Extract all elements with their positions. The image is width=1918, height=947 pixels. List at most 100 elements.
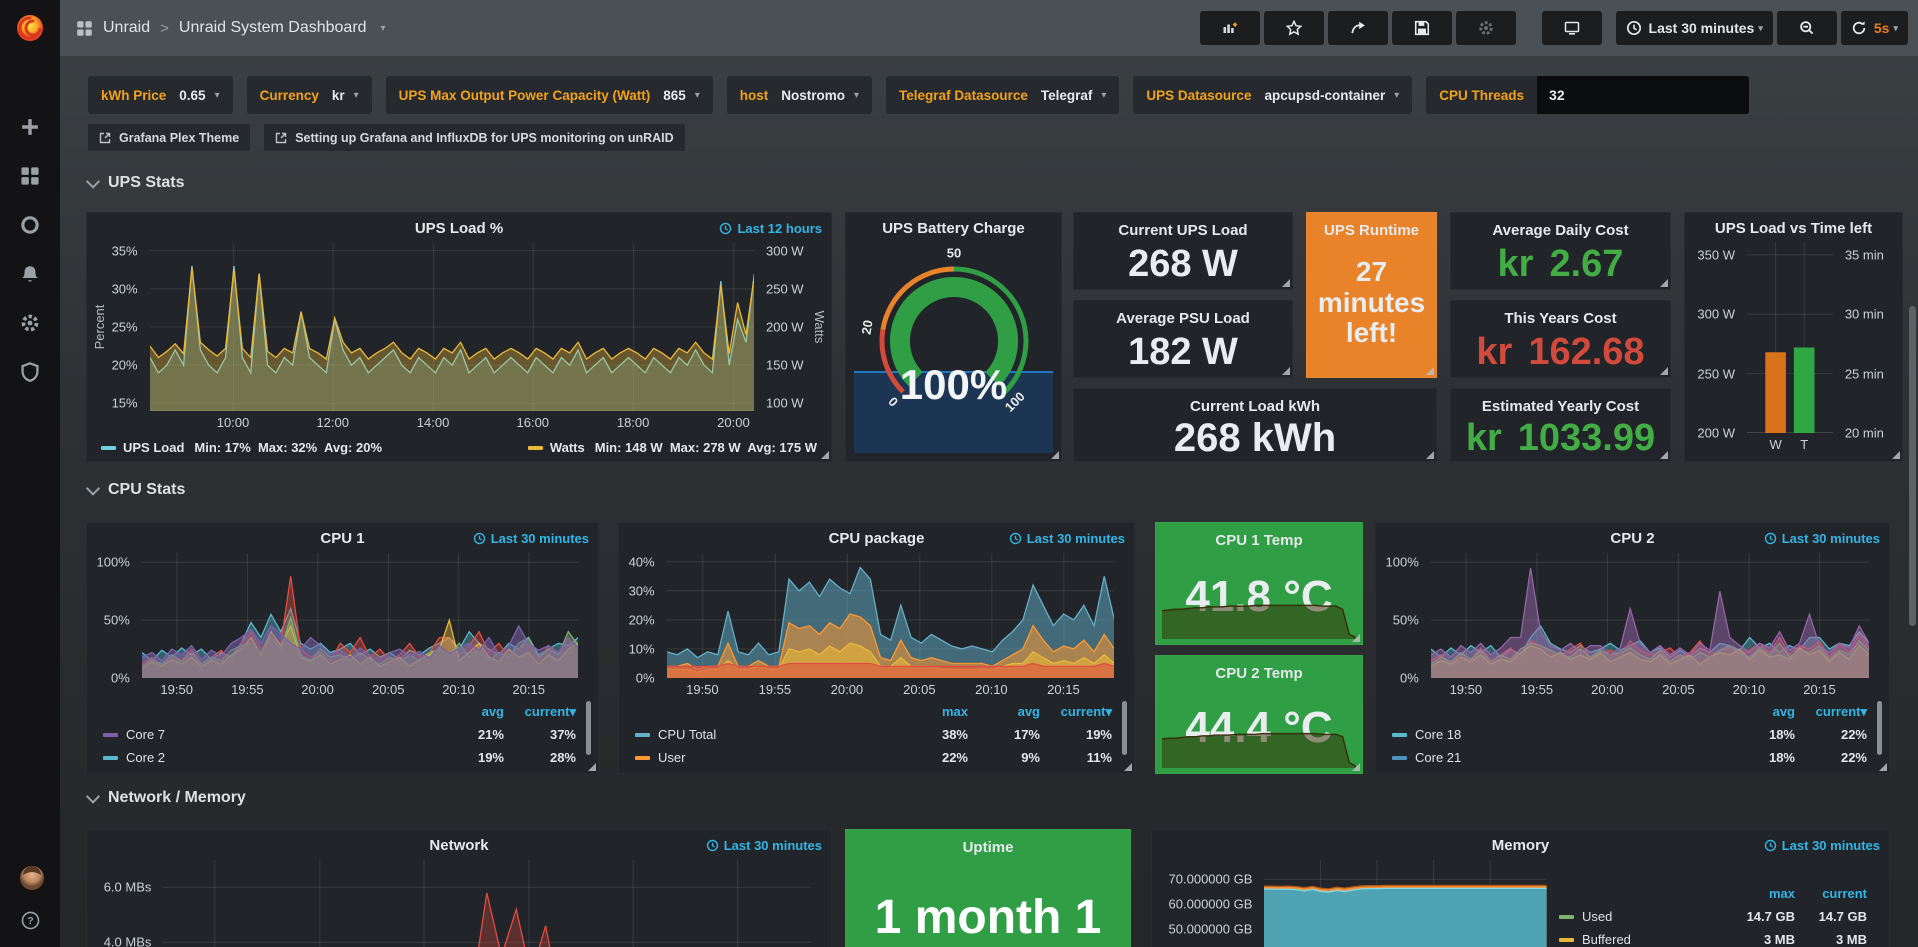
panel-title[interactable]: UPS Load % bbox=[414, 219, 504, 237]
legend-series[interactable]: User bbox=[635, 748, 896, 767]
panel-title[interactable]: UPS Load vs Time left bbox=[1714, 219, 1873, 237]
help-icon[interactable]: ? bbox=[19, 909, 41, 931]
cpu1-temp-sparkline bbox=[1162, 603, 1356, 639]
panel-time-override: Last 30 minutes bbox=[1764, 838, 1880, 853]
legend-series[interactable]: CPU Total bbox=[635, 725, 896, 744]
legend-series[interactable]: Core 21 bbox=[1392, 748, 1723, 767]
clock-icon bbox=[473, 532, 485, 545]
panel-title[interactable]: Average PSU Load bbox=[1116, 310, 1250, 327]
panel-title[interactable]: CPU package bbox=[828, 529, 925, 547]
sparkline-canvas bbox=[1162, 603, 1356, 639]
refresh-button[interactable]: 5s ▾ bbox=[1840, 11, 1908, 45]
zoom-out-button[interactable] bbox=[1776, 11, 1837, 45]
legend-series[interactable]: Core 7 bbox=[103, 725, 432, 744]
panel-title[interactable]: CPU 2 bbox=[1610, 529, 1655, 547]
variable-currency[interactable]: Currency kr ▾ bbox=[246, 76, 372, 114]
stat-value: kr 2.67 bbox=[1497, 242, 1624, 285]
page-title[interactable]: Unraid System Dashboard bbox=[178, 19, 367, 36]
create-plus-icon[interactable] bbox=[19, 116, 41, 138]
legend-series[interactable]: UPS Load Min: 17% Max: 32% Avg: 20% bbox=[101, 440, 382, 455]
panel-this-years-cost: This Years Cost kr 162.68 bbox=[1450, 300, 1671, 378]
chart-canvas bbox=[666, 553, 1114, 678]
link-ups-monitoring-guide[interactable]: Setting up Grafana and InfluxDB for UPS … bbox=[264, 124, 685, 151]
page-scrollbar[interactable] bbox=[1909, 306, 1916, 626]
cpu-threads-input[interactable] bbox=[1537, 76, 1750, 114]
legend-series[interactable]: Used bbox=[1559, 907, 1723, 926]
panel-title[interactable]: Current UPS Load bbox=[1118, 222, 1248, 239]
panel-memory: Memory Last 30 minutes 50.000000 GB 60.00… bbox=[1151, 829, 1890, 947]
section-network-memory[interactable]: Network / Memory bbox=[85, 789, 246, 807]
variable-host[interactable]: host Nostromo ▾ bbox=[726, 76, 873, 114]
refresh-interval-select[interactable]: 5s bbox=[1873, 20, 1890, 36]
user-avatar[interactable] bbox=[19, 865, 44, 890]
alerting-bell-icon[interactable] bbox=[19, 263, 41, 285]
cycle-view-tv-button[interactable] bbox=[1541, 11, 1602, 45]
panel-estimated-yearly-cost: Estimated Yearly Cost kr 1033.99 bbox=[1450, 388, 1671, 462]
star-button[interactable] bbox=[1263, 11, 1324, 45]
panel-cpu2: CPU 2 Last 30 minutes 0% 50% 100% 19:50 19:5… bbox=[1375, 522, 1890, 774]
cpu1-chart: 0% 50% 100% 19:50 19:55 20:00 20:05 20:10 20:15 a… bbox=[95, 553, 591, 767]
panel-title[interactable]: Estimated Yearly Cost bbox=[1481, 398, 1640, 415]
panel-time-override: Last 30 minutes bbox=[1764, 531, 1880, 546]
breadcrumb-app[interactable]: Unraid bbox=[103, 19, 151, 36]
panel-network: Network Last 30 minutes 2.0 MBs4.0 MBs6.… bbox=[86, 829, 832, 947]
panel-title[interactable]: CPU 1 Temp bbox=[1215, 532, 1303, 549]
stat-value: 268 kWh bbox=[1173, 415, 1337, 460]
clock-icon bbox=[1626, 20, 1641, 36]
legend-series[interactable]: Watts Min: 148 W Max: 278 W Avg: 175 W bbox=[527, 440, 817, 455]
panel-title[interactable]: Average Daily Cost bbox=[1492, 222, 1629, 239]
legend-series[interactable]: Buffered bbox=[1559, 930, 1723, 947]
chart-canvas bbox=[149, 243, 754, 411]
panel-average-daily-cost: Average Daily Cost kr 2.67 bbox=[1450, 212, 1671, 290]
admin-shield-icon[interactable] bbox=[19, 361, 41, 383]
navbar: Unraid > Unraid System Dashboard ▾ Last … bbox=[60, 0, 1918, 56]
panel-current-ups-load: Current UPS Load 268 W bbox=[1073, 212, 1293, 290]
panel-title[interactable]: UPS Runtime bbox=[1323, 222, 1419, 239]
clock-icon bbox=[1009, 532, 1021, 545]
stat-value: 268 W bbox=[1128, 242, 1238, 285]
dashboards-grid-icon[interactable] bbox=[19, 165, 41, 187]
cpu2-chart: 0% 50% 100% 19:50 19:55 20:00 20:05 20:10 20:15 a… bbox=[1384, 553, 1882, 767]
main-area: Unraid > Unraid System Dashboard ▾ Last … bbox=[60, 0, 1918, 947]
breadcrumb[interactable]: Unraid > Unraid System Dashboard ▾ bbox=[76, 19, 386, 37]
clock-icon bbox=[1764, 532, 1776, 545]
stat-value: 27 minutes left! bbox=[1317, 255, 1426, 349]
legend-series[interactable]: Core 2 bbox=[103, 748, 432, 767]
section-cpu-stats[interactable]: CPU Stats bbox=[85, 481, 185, 499]
panel-ups-load-vs-time-left: UPS Load vs Time left 200 W 250 W 300 W 350… bbox=[1684, 212, 1903, 462]
link-grafana-plex-theme[interactable]: Grafana Plex Theme bbox=[88, 124, 251, 151]
battery-sparkline bbox=[854, 371, 1053, 453]
panel-title[interactable]: Uptime bbox=[962, 839, 1014, 856]
legend-series[interactable]: Core 18 bbox=[1392, 725, 1723, 744]
grafana-logo-icon[interactable] bbox=[0, 0, 60, 56]
ups-load-chart: 15% 20% 25% 30% 35% Percent 100 W 150 W 200 W 250… bbox=[92, 243, 827, 455]
settings-gear-icon[interactable] bbox=[1455, 11, 1516, 45]
stat-value: kr 1033.99 bbox=[1465, 416, 1656, 459]
panel-title[interactable]: Memory bbox=[1491, 836, 1550, 854]
section-ups-stats[interactable]: UPS Stats bbox=[85, 174, 184, 192]
configuration-gear-icon[interactable] bbox=[19, 312, 41, 334]
panel-time-override: Last 30 minutes bbox=[1009, 531, 1125, 546]
panel-title[interactable]: This Years Cost bbox=[1504, 310, 1617, 327]
panel-title[interactable]: CPU 1 bbox=[320, 529, 365, 547]
chevron-down-icon bbox=[85, 789, 101, 804]
panel-title[interactable]: CPU 2 Temp bbox=[1215, 665, 1303, 682]
variable-telegraf-datasource[interactable]: Telegraf Datasource Telegraf ▾ bbox=[886, 76, 1120, 114]
share-button[interactable] bbox=[1327, 11, 1388, 45]
add-panel-button[interactable] bbox=[1199, 11, 1260, 45]
variable-ups-datasource[interactable]: UPS Datasource apcupsd-container ▾ bbox=[1133, 76, 1413, 114]
clock-icon bbox=[706, 839, 718, 852]
chart-canvas bbox=[141, 553, 578, 678]
svg-text:?: ? bbox=[27, 915, 33, 927]
cpu2-temp-sparkline bbox=[1162, 732, 1356, 768]
time-picker[interactable]: Last 30 minutes ▾ bbox=[1615, 11, 1773, 45]
panel-average-psu-load: Average PSU Load 182 W bbox=[1073, 300, 1293, 378]
explore-ring-icon[interactable] bbox=[19, 214, 41, 236]
panel-title[interactable]: UPS Battery Charge bbox=[882, 219, 1025, 237]
panel-title[interactable]: Network bbox=[429, 836, 489, 854]
variable-ups-max-power[interactable]: UPS Max Output Power Capacity (Watt) 865 ▾ bbox=[385, 76, 713, 114]
save-button[interactable] bbox=[1391, 11, 1452, 45]
variable-kwh-price[interactable]: kWh Price 0.65 ▾ bbox=[88, 76, 233, 114]
panel-title[interactable]: Current Load kWh bbox=[1190, 398, 1320, 415]
